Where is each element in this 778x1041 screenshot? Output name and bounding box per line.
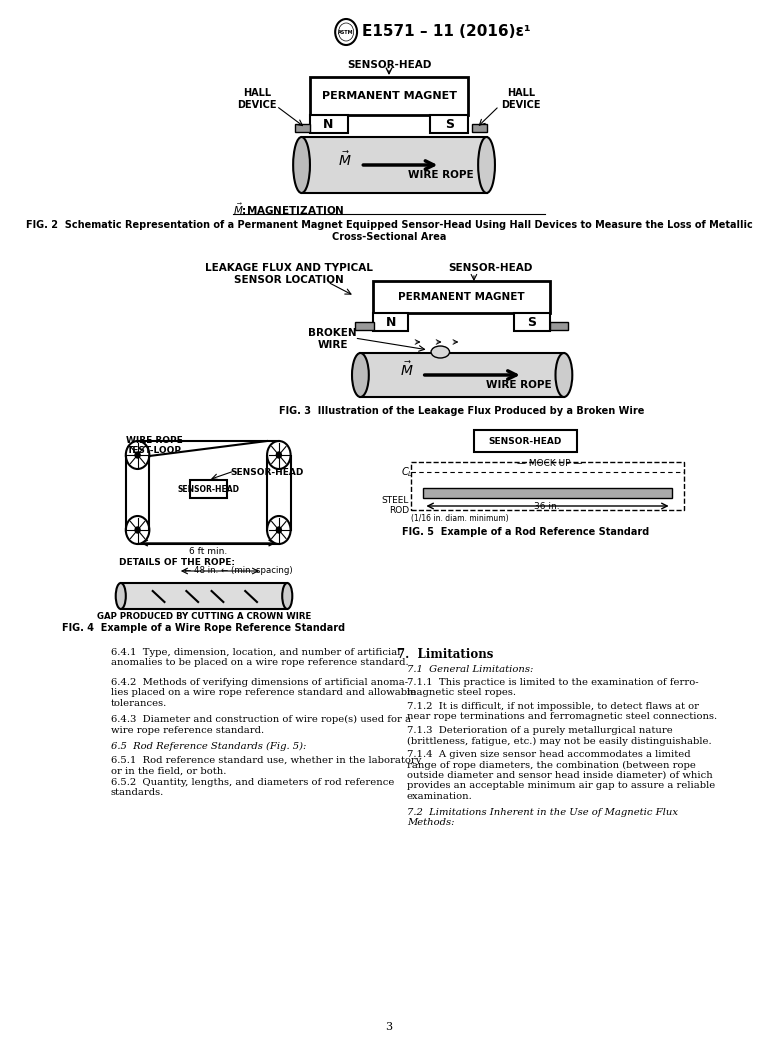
Text: SENSOR-HEAD: SENSOR-HEAD xyxy=(347,60,431,70)
Bar xyxy=(474,430,576,452)
Text: SENSOR-HEAD: SENSOR-HEAD xyxy=(489,436,562,446)
Text: 6.5.1  Rod reference standard use, whether in the laboratory
or in the field, or: 6.5.1 Rod reference standard use, whethe… xyxy=(110,756,421,776)
Text: 6.5  Rod Reference Standards (Fig. 5):: 6.5 Rod Reference Standards (Fig. 5): xyxy=(110,742,306,752)
Text: S: S xyxy=(445,118,454,130)
Text: WIRE ROPE
TEST-LOOP: WIRE ROPE TEST-LOOP xyxy=(126,436,183,455)
Bar xyxy=(310,77,468,115)
Ellipse shape xyxy=(431,346,450,358)
Text: 7.2  Limitations Inherent in the Use of Magnetic Flux
Methods:: 7.2 Limitations Inherent in the Use of M… xyxy=(407,808,678,828)
Text: 7.1.4  A given size sensor head accommodates a limited
range of rope diameters, : 7.1.4 A given size sensor head accommoda… xyxy=(407,750,715,801)
Text: $\vec{M}$:MAGNETIZATION: $\vec{M}$:MAGNETIZATION xyxy=(233,202,345,218)
Circle shape xyxy=(276,452,282,458)
Bar xyxy=(360,353,564,397)
Bar xyxy=(310,115,348,133)
Text: $C_L$: $C_L$ xyxy=(401,465,413,479)
Text: HALL
DEVICE: HALL DEVICE xyxy=(237,88,277,109)
Bar xyxy=(514,313,549,331)
Text: 6.4.3  Diameter and construction of wire rope(s) used for a
wire rope reference : 6.4.3 Diameter and construction of wire … xyxy=(110,715,411,735)
Text: HALL
DEVICE: HALL DEVICE xyxy=(501,88,541,109)
Text: E1571 – 11 (2016)ε¹: E1571 – 11 (2016)ε¹ xyxy=(362,25,531,40)
Text: GAP PRODUCED BY CUTTING A CROWN WIRE: GAP PRODUCED BY CUTTING A CROWN WIRE xyxy=(97,612,311,621)
Text: 6.4.2  Methods of verifying dimensions of artificial anoma-
lies placed on a wir: 6.4.2 Methods of verifying dimensions of… xyxy=(110,678,416,708)
Text: $\vec{M}$: $\vec{M}$ xyxy=(400,360,413,379)
Text: FIG. 4  Example of a Wire Rope Reference Standard: FIG. 4 Example of a Wire Rope Reference … xyxy=(62,623,345,633)
Text: SENSOR-HEAD: SENSOR-HEAD xyxy=(177,484,239,493)
Circle shape xyxy=(135,452,140,458)
Bar xyxy=(430,115,468,133)
Text: 6 ft min.: 6 ft min. xyxy=(189,547,227,556)
Text: N: N xyxy=(385,315,396,329)
Bar xyxy=(121,583,287,609)
Text: SENSOR-HEAD: SENSOR-HEAD xyxy=(449,263,533,273)
Text: FIG. 5  Example of a Rod Reference Standard: FIG. 5 Example of a Rod Reference Standa… xyxy=(401,527,649,537)
Text: 7.1.1  This practice is limited to the examination of ferro-
magnetic steel rope: 7.1.1 This practice is limited to the ex… xyxy=(407,678,699,697)
Text: 7.  Limitations: 7. Limitations xyxy=(397,648,493,661)
Bar xyxy=(373,313,408,331)
Ellipse shape xyxy=(478,137,495,193)
Text: N: N xyxy=(324,118,334,130)
Bar xyxy=(423,488,671,498)
Text: SENSOR-HEAD: SENSOR-HEAD xyxy=(230,468,303,477)
Text: FIG. 3  Illustration of the Leakage Flux Produced by a Broken Wire: FIG. 3 Illustration of the Leakage Flux … xyxy=(279,406,644,416)
Ellipse shape xyxy=(282,583,293,609)
Bar xyxy=(190,480,226,498)
Bar xyxy=(549,322,568,330)
Text: WIRE ROPE: WIRE ROPE xyxy=(408,170,474,180)
Text: $\vec{M}$: $\vec{M}$ xyxy=(338,151,352,170)
Text: 7.1.2  It is difficult, if not impossible, to detect flaws at or
near rope termi: 7.1.2 It is difficult, if not impossible… xyxy=(407,702,717,721)
Text: ASTM: ASTM xyxy=(338,29,354,34)
Ellipse shape xyxy=(352,353,369,397)
Text: — MOCK UP —: — MOCK UP — xyxy=(517,458,582,467)
Text: 7.1.3  Deterioration of a purely metallurgical nature
(brittleness, fatigue, etc: 7.1.3 Deterioration of a purely metallur… xyxy=(407,726,711,745)
Bar xyxy=(302,137,486,193)
Circle shape xyxy=(276,527,282,533)
Text: 6.5.2  Quantity, lengths, and diameters of rod reference
standards.: 6.5.2 Quantity, lengths, and diameters o… xyxy=(110,778,394,797)
Ellipse shape xyxy=(555,353,573,397)
Text: (1/16 in. diam. minimum): (1/16 in. diam. minimum) xyxy=(411,514,509,523)
Text: BROKEN
WIRE: BROKEN WIRE xyxy=(308,328,357,350)
Circle shape xyxy=(135,527,140,533)
Text: 3: 3 xyxy=(385,1022,393,1032)
Bar xyxy=(373,281,549,313)
Text: PERMANENT MAGNET: PERMANENT MAGNET xyxy=(398,291,524,302)
Text: 36 in.: 36 in. xyxy=(534,502,560,511)
Bar xyxy=(472,124,487,132)
Ellipse shape xyxy=(293,137,310,193)
Text: 6.4.1  Type, dimension, location, and number of artificial
anomalies to be place: 6.4.1 Type, dimension, location, and num… xyxy=(110,648,408,667)
Text: STEEL
ROD: STEEL ROD xyxy=(382,496,409,515)
Text: ← 48 in. ← (min. spacing): ← 48 in. ← (min. spacing) xyxy=(184,566,293,575)
Ellipse shape xyxy=(116,583,126,609)
Text: WIRE ROPE: WIRE ROPE xyxy=(485,380,552,390)
Text: PERMANENT MAGNET: PERMANENT MAGNET xyxy=(321,91,457,101)
Text: DETAILS OF THE ROPE:: DETAILS OF THE ROPE: xyxy=(119,558,235,567)
Text: FIG. 2  Schematic Representation of a Permanent Magnet Equipped Sensor-Head Usin: FIG. 2 Schematic Representation of a Per… xyxy=(26,220,752,242)
Bar xyxy=(411,462,684,510)
Text: LEAKAGE FLUX AND TYPICAL
SENSOR LOCATION: LEAKAGE FLUX AND TYPICAL SENSOR LOCATION xyxy=(205,263,373,284)
Text: 7.1  General Limitations:: 7.1 General Limitations: xyxy=(407,665,533,674)
Bar xyxy=(356,322,374,330)
Bar xyxy=(295,124,310,132)
Text: S: S xyxy=(527,315,537,329)
